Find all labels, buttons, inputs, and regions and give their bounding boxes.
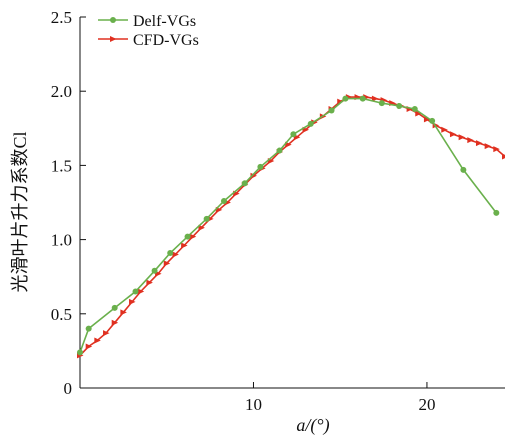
data-point — [103, 330, 110, 337]
y-axis-title: 光滑叶片升力系数Cl — [10, 131, 30, 292]
y-tick-label: 2.5 — [51, 8, 72, 27]
data-point — [359, 95, 366, 102]
y-tick-label: 1.5 — [51, 156, 72, 175]
axes — [79, 17, 505, 389]
data-point — [290, 131, 297, 138]
data-point — [151, 267, 158, 274]
data-point — [307, 120, 314, 127]
data-point — [137, 288, 145, 295]
data-point — [475, 140, 483, 147]
data-point — [120, 309, 127, 316]
data-point — [423, 116, 431, 123]
data-point — [129, 298, 136, 305]
data-point — [337, 98, 344, 105]
data-point — [342, 95, 349, 102]
y-tick-label: 1.0 — [51, 231, 72, 250]
data-point — [181, 242, 188, 249]
data-point — [484, 143, 492, 150]
data-point — [220, 198, 227, 205]
data-point — [146, 279, 153, 286]
ticks: 0 0.5 1.0 1.5 2.0 2.5 10 20 — [51, 8, 436, 414]
data-point — [111, 304, 118, 311]
data-point — [111, 319, 119, 326]
data-point — [502, 153, 505, 160]
legend: Delf-VGs CFD-VGs — [98, 13, 199, 49]
y-tick-label: 0.5 — [51, 305, 72, 324]
data-point — [77, 349, 83, 356]
data-point — [250, 172, 257, 179]
x-tick-label: 20 — [418, 395, 435, 414]
legend-item: CFD-VGs — [98, 32, 199, 49]
data-point — [172, 251, 179, 258]
legend-label: CFD-VGs — [133, 32, 199, 49]
data-point — [163, 260, 171, 267]
x-tick-label: 10 — [245, 395, 262, 414]
data-point — [110, 36, 117, 42]
data-point — [458, 134, 466, 141]
data-point — [94, 337, 101, 344]
data-point — [167, 249, 174, 256]
data-point — [184, 233, 191, 240]
data-point — [198, 224, 205, 231]
series-layer — [77, 94, 505, 359]
data-point — [276, 147, 283, 154]
data-point — [85, 343, 93, 350]
data-point — [110, 17, 116, 23]
legend-item: Delf-VGs — [98, 13, 196, 30]
data-point — [371, 95, 379, 102]
y-tick-label: 0 — [64, 379, 73, 398]
data-point — [411, 106, 418, 113]
data-point — [132, 288, 139, 295]
data-point — [493, 209, 500, 216]
data-point — [396, 103, 403, 110]
data-point — [415, 110, 422, 117]
data-point — [429, 117, 436, 124]
legend-label: Delf-VGs — [133, 13, 196, 30]
data-point — [460, 166, 467, 173]
data-point — [203, 215, 210, 222]
data-point — [328, 107, 335, 114]
x-axis-title: a/(°) — [296, 415, 329, 436]
series-line — [79, 97, 497, 353]
data-point — [378, 100, 385, 107]
y-tick-label: 2.0 — [51, 82, 72, 101]
data-point — [449, 131, 457, 138]
series-delf-vgs — [77, 95, 500, 356]
data-point — [241, 180, 248, 187]
data-point — [467, 137, 474, 144]
data-point — [85, 325, 92, 332]
data-point — [257, 163, 264, 170]
data-point — [189, 233, 197, 240]
data-point — [493, 146, 500, 153]
data-point — [441, 126, 448, 133]
